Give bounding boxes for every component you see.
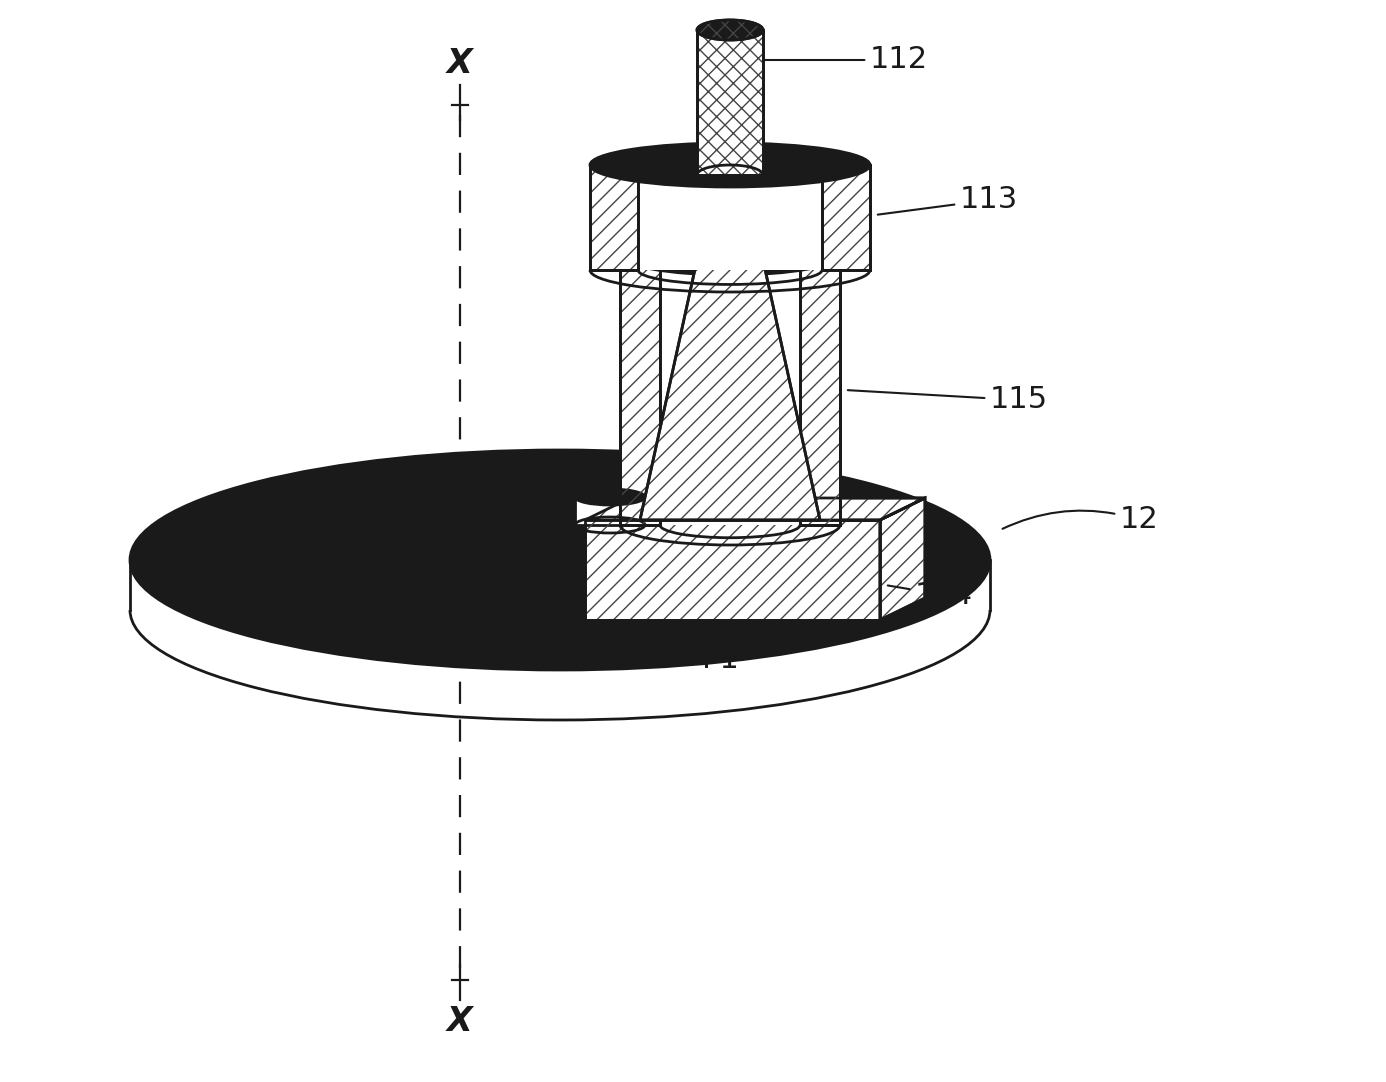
- Bar: [822, 164, 870, 270]
- Polygon shape: [640, 260, 821, 520]
- Ellipse shape: [660, 242, 800, 267]
- Polygon shape: [585, 498, 924, 520]
- Bar: [620, 255, 660, 525]
- Text: X: X: [448, 47, 473, 80]
- Bar: [800, 255, 840, 525]
- Bar: [660, 255, 800, 525]
- Bar: [585, 520, 880, 620]
- Bar: [697, 30, 764, 175]
- Bar: [590, 164, 638, 270]
- Bar: [590, 164, 638, 270]
- Text: 12: 12: [1002, 505, 1159, 535]
- Bar: [697, 30, 764, 175]
- Ellipse shape: [697, 19, 764, 40]
- Bar: [585, 520, 880, 620]
- Ellipse shape: [130, 450, 990, 670]
- Bar: [638, 164, 822, 270]
- Bar: [800, 255, 840, 525]
- Bar: [620, 255, 660, 525]
- Bar: [800, 255, 840, 525]
- Ellipse shape: [455, 533, 665, 588]
- Polygon shape: [130, 560, 990, 720]
- Bar: [620, 255, 660, 525]
- Bar: [585, 520, 880, 620]
- Bar: [822, 164, 870, 270]
- Text: X: X: [448, 1005, 473, 1038]
- Ellipse shape: [638, 150, 822, 180]
- Ellipse shape: [575, 489, 644, 505]
- Bar: [822, 164, 870, 270]
- Polygon shape: [880, 498, 924, 620]
- Text: 113: 113: [877, 185, 1019, 214]
- Ellipse shape: [620, 235, 840, 275]
- Text: 115: 115: [848, 385, 1048, 414]
- Bar: [697, 30, 764, 175]
- Text: F1: F1: [701, 645, 739, 674]
- Bar: [575, 497, 644, 525]
- Text: 112: 112: [762, 45, 929, 75]
- Bar: [590, 164, 638, 270]
- Ellipse shape: [590, 143, 870, 187]
- Text: 114: 114: [888, 581, 973, 609]
